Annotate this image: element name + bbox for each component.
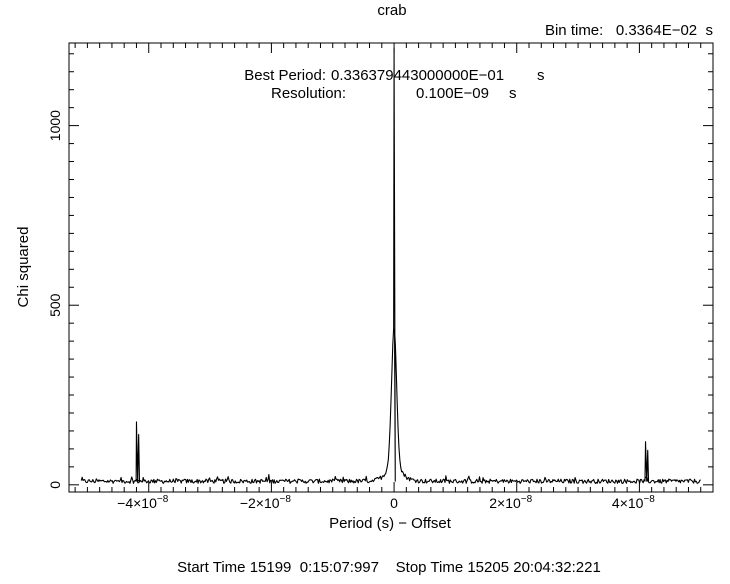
y-tick-label: 0 bbox=[47, 481, 63, 489]
x-axis-label: Period (s) − Offset bbox=[329, 515, 452, 532]
y-tick-label: 500 bbox=[47, 293, 63, 317]
x-tick-label: 2×10−8 bbox=[489, 494, 532, 511]
x-tick-label: 0 bbox=[390, 495, 398, 511]
time-range-footer: Start Time 15199 0:15:07:997 Stop Time 1… bbox=[177, 559, 601, 576]
x-tick-labels: −4×10−8 −2×10−8 0 2×10−8 4×10−8 bbox=[117, 494, 655, 511]
resolution-label: Resolution: bbox=[271, 85, 346, 102]
best-period-value: 0.336379443000000E−01 bbox=[331, 67, 504, 84]
best-period-label: Best Period: bbox=[244, 67, 326, 84]
axis-ticks bbox=[69, 43, 714, 492]
best-period-line: Best Period: 0.336379443000000E−01 s bbox=[244, 67, 544, 84]
chart-title: crab bbox=[377, 2, 406, 19]
x-tick-label: 4×10−8 bbox=[612, 494, 655, 511]
resolution-unit: s bbox=[509, 85, 517, 102]
resolution-line: Resolution: 0.100E−09 s bbox=[271, 85, 517, 102]
x-tick-label: −2×10−8 bbox=[240, 494, 292, 511]
plot-frame bbox=[68, 42, 714, 493]
chi-squared-series bbox=[80, 47, 701, 484]
bin-time-label: Bin time: 0.3364E−02 s bbox=[545, 22, 713, 39]
y-tick-labels: 0 500 1000 bbox=[47, 110, 63, 489]
best-period-unit: s bbox=[537, 67, 545, 84]
x-tick-label: −4×10−8 bbox=[117, 494, 169, 511]
y-axis-label: Chi squared bbox=[15, 227, 32, 308]
y-tick-label: 1000 bbox=[47, 110, 63, 141]
resolution-value: 0.100E−09 bbox=[416, 85, 489, 102]
